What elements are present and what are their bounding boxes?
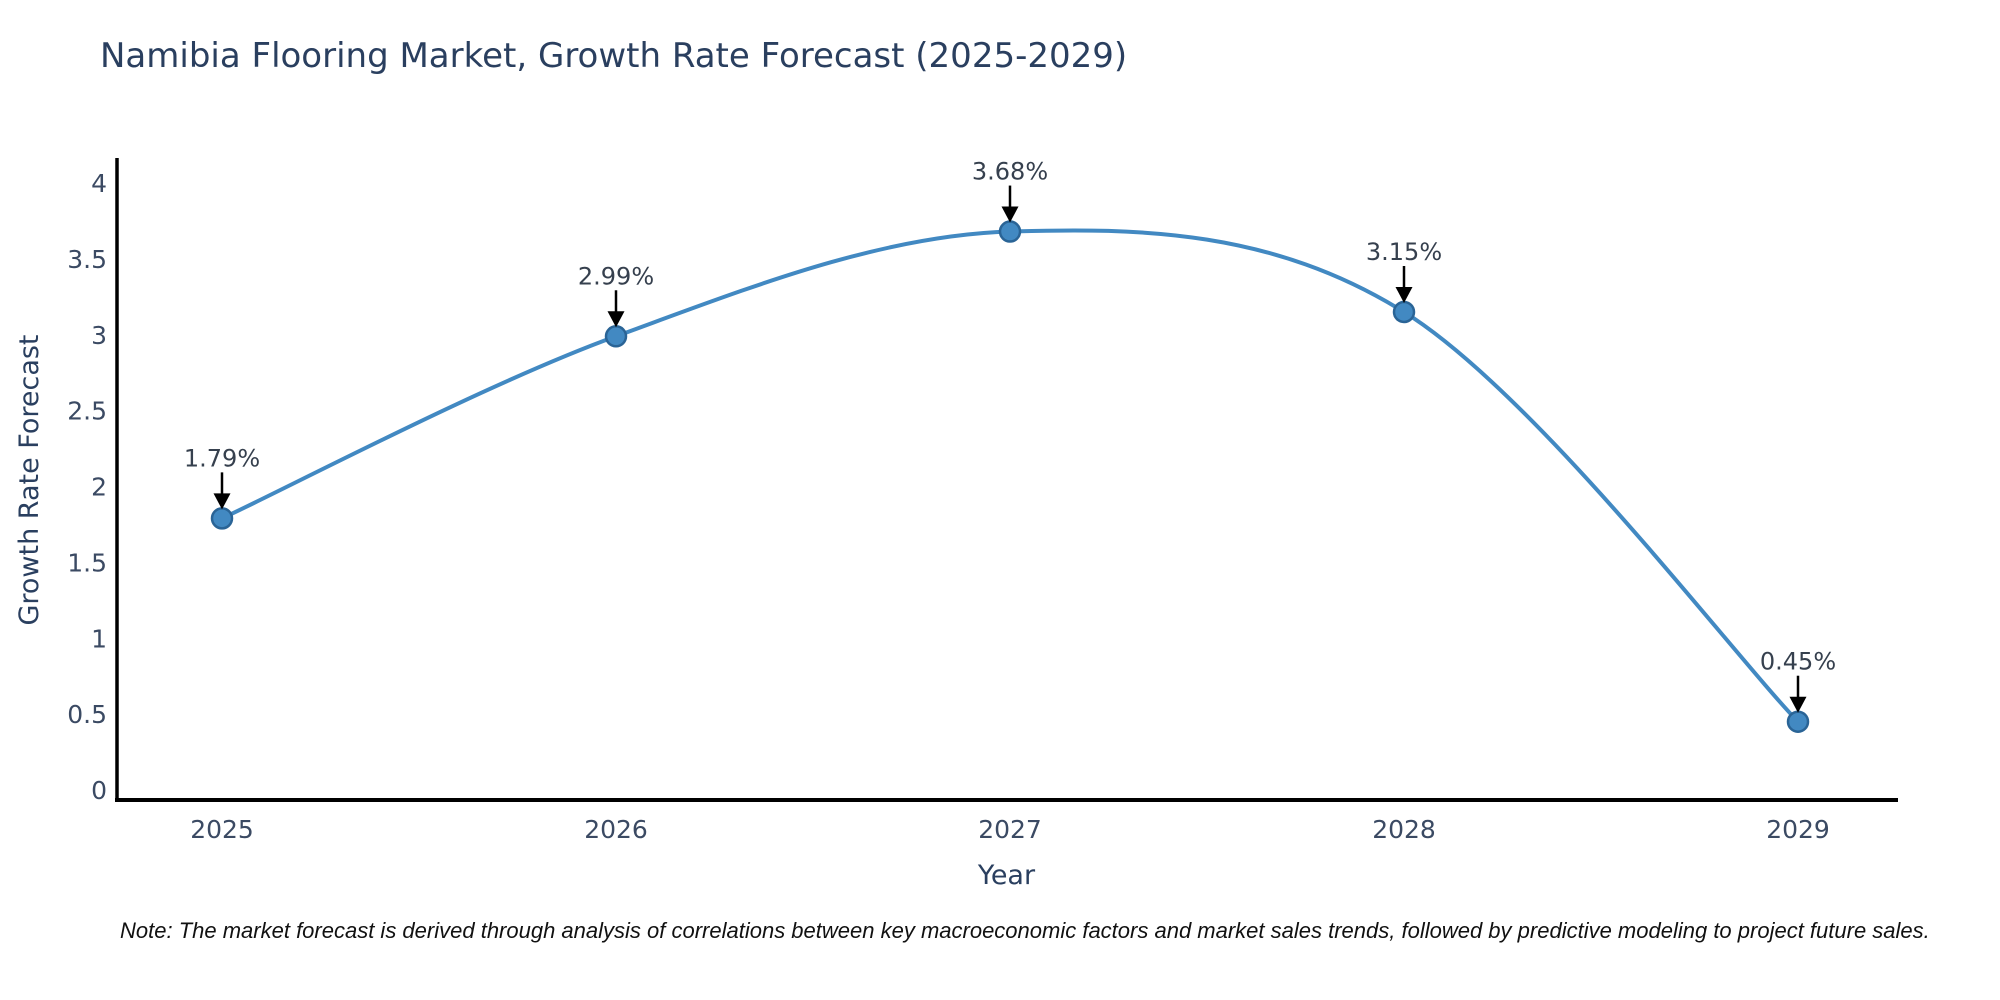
x-tick-label: 2028 (1372, 815, 1436, 844)
annotation-arrow-head (607, 311, 625, 328)
y-tick-label: 2 (91, 473, 107, 502)
chart-title: Namibia Flooring Market, Growth Rate For… (100, 36, 1128, 76)
data-point-label: 2.99% (578, 262, 654, 290)
forecast-line (220, 228, 1800, 724)
data-point-marker (1786, 710, 1810, 733)
data-point-label: 3.68% (972, 158, 1048, 186)
annotation-arrow-head (1789, 696, 1807, 713)
annotation-arrow-head (1001, 206, 1019, 223)
chart-footnote: Note: The market forecast is derived thr… (120, 918, 1930, 943)
y-tick-label: 3.5 (67, 245, 107, 274)
y-tick-label: 0 (91, 776, 107, 805)
data-point-marker (1392, 300, 1416, 324)
annotation-arrow-head (1395, 286, 1413, 303)
y-tick-label: 3 (91, 321, 107, 350)
data-point-marker (210, 507, 234, 530)
y-tick-label: 1.5 (67, 548, 107, 577)
x-tick-label: 2027 (978, 815, 1042, 844)
annotation-arrow-head (213, 493, 231, 510)
x-tick-label: 2026 (584, 815, 648, 844)
data-point-label: 3.15% (1366, 238, 1442, 266)
data-point-marker (998, 220, 1022, 243)
data-point-label: 0.45% (1760, 648, 1836, 676)
x-tick-label: 2025 (190, 815, 254, 844)
y-tick-label: 1 (91, 624, 107, 653)
y-tick-label: 2.5 (67, 397, 107, 426)
x-tick-label: 2029 (1766, 815, 1830, 844)
y-axis-title: Growth Rate Forecast (14, 334, 45, 625)
y-tick-label: 0.5 (67, 700, 107, 729)
y-tick-label: 4 (91, 169, 107, 198)
data-point-label: 1.79% (184, 444, 260, 472)
x-axis-title: Year (977, 860, 1036, 891)
data-point-marker (604, 325, 628, 348)
